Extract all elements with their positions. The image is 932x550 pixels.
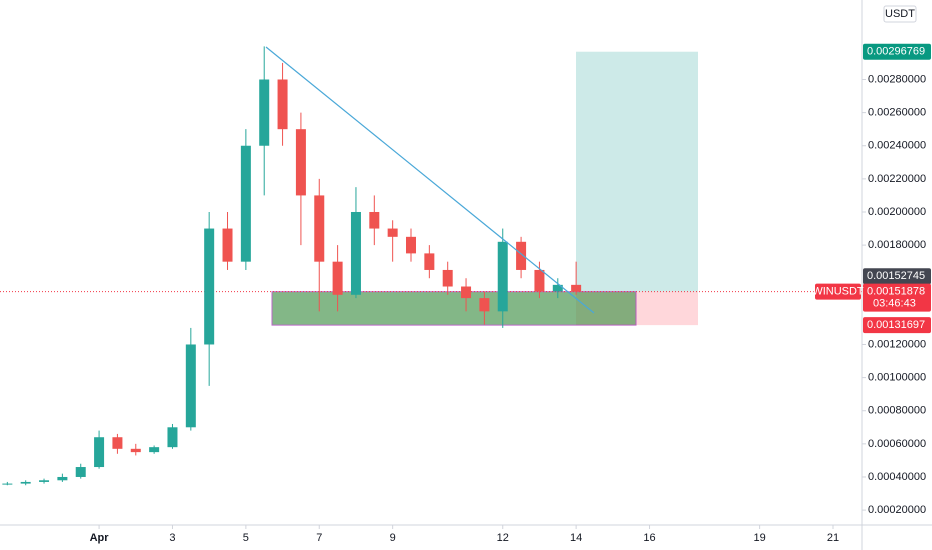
candle-body [277, 79, 288, 130]
x-tick-label: Apr [90, 532, 110, 544]
candle-body [332, 261, 343, 295]
price-label-bg [863, 317, 931, 334]
y-tick-label: 0.00240000 [868, 140, 926, 152]
x-tick-label: 19 [753, 532, 765, 544]
y-tick-label: 0.00060000 [868, 438, 926, 450]
candle-body [497, 241, 508, 312]
axes: 0.00020000 0.00040000 0.00060000 0.00080000… [90, 43, 931, 544]
trend-line [265, 46, 595, 314]
candle-body [20, 481, 31, 484]
price-label: 0.00152745 [867, 270, 925, 282]
y-tick-label: 0.00020000 [868, 504, 926, 516]
x-tick-label: 12 [497, 532, 509, 544]
y-tick-label: 0.00100000 [868, 372, 926, 384]
candle-body [39, 480, 50, 482]
symbol: WINUSDT [812, 286, 864, 298]
symbol-bg [815, 283, 861, 300]
candle-body [295, 129, 306, 196]
y-tick-label: 0.00080000 [868, 405, 926, 417]
candle-body [185, 344, 196, 428]
last-price: 0.00151878 [867, 286, 925, 298]
price-label-bg [863, 268, 931, 285]
x-tick-label: 5 [243, 532, 249, 544]
x-tick-label: 14 [570, 532, 582, 544]
candle-body [461, 286, 472, 299]
candle-body [552, 284, 563, 292]
currency-badge[interactable] [883, 5, 917, 23]
x-tick-label: 9 [390, 532, 396, 544]
price-label: 0.00296769 [867, 46, 925, 58]
candle-body [112, 437, 123, 449]
x-tick-label: 3 [169, 532, 175, 544]
y-tick-label: 0.00200000 [868, 206, 926, 218]
y-tick-label: 0.00260000 [868, 107, 926, 119]
candle-body [2, 483, 13, 485]
candle-body [571, 284, 582, 292]
y-tick-label: 0.00120000 [868, 338, 926, 350]
candle-body [222, 228, 233, 262]
y-tick-label: 0.00040000 [868, 471, 926, 483]
candle-body [534, 269, 545, 292]
candle-body [424, 253, 435, 270]
x-tick-label: 21 [827, 532, 839, 544]
candles [2, 46, 582, 486]
candle-body [442, 269, 453, 287]
x-tick-label: 16 [643, 532, 655, 544]
drawings [0, 51, 862, 326]
candle-body [130, 448, 141, 453]
y-tick-label: 0.00180000 [868, 239, 926, 251]
y-tick-label: 0.00220000 [868, 173, 926, 185]
candle-body [204, 228, 215, 345]
candle-body [57, 476, 68, 481]
candle-body [350, 211, 361, 295]
candle-body [314, 195, 325, 262]
candle-body [167, 427, 178, 448]
currency: USDT [885, 8, 915, 20]
countdown: 03:46:43 [873, 298, 916, 310]
candle-body [369, 211, 380, 229]
candle-body [516, 241, 527, 270]
support-box [271, 291, 637, 326]
last-price-bg [863, 283, 931, 312]
candle-body [75, 467, 86, 477]
price-label: 0.00131697 [867, 319, 925, 331]
y-tick-label: 0.00280000 [868, 73, 926, 85]
target-zone [576, 51, 698, 292]
candle-body [94, 437, 105, 468]
price-label-bg [863, 43, 931, 60]
candle-body [240, 145, 251, 262]
candle-body [259, 79, 270, 146]
candle-body [479, 298, 490, 312]
candle-body [387, 228, 398, 237]
candle-body [149, 447, 160, 453]
x-tick-label: 7 [316, 532, 322, 544]
candle-body [406, 236, 417, 254]
